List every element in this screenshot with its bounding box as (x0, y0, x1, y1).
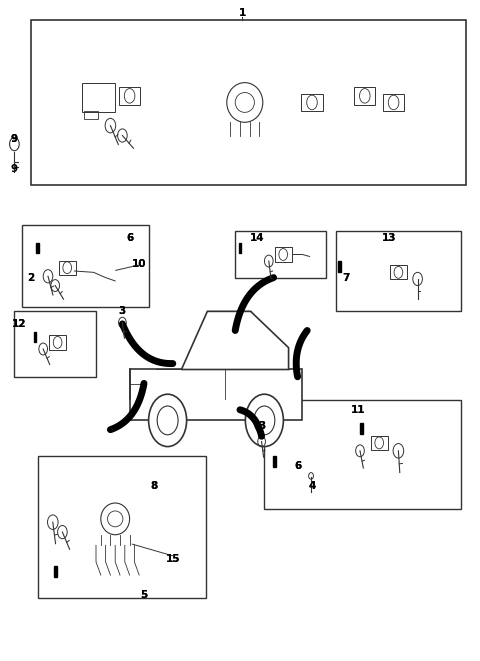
Text: 4: 4 (308, 481, 316, 491)
Circle shape (149, 394, 187, 447)
Text: 1: 1 (239, 8, 246, 19)
Text: 12: 12 (12, 319, 26, 329)
Text: 2: 2 (27, 272, 35, 283)
Text: 6: 6 (126, 233, 133, 243)
Bar (338, 261, 341, 272)
Text: 5: 5 (140, 590, 148, 600)
Text: 7: 7 (342, 272, 349, 283)
Text: 12: 12 (12, 319, 26, 329)
Bar (383, 94, 404, 111)
Bar (31, 20, 466, 185)
Text: 3: 3 (119, 305, 126, 316)
Text: 3: 3 (258, 421, 265, 432)
Circle shape (245, 394, 283, 447)
Polygon shape (130, 369, 302, 420)
Text: 6: 6 (294, 461, 301, 471)
Text: 10: 10 (132, 259, 146, 270)
Text: 3: 3 (119, 305, 126, 316)
Text: 6: 6 (294, 461, 301, 471)
Bar (354, 87, 375, 104)
Bar (82, 83, 115, 112)
Bar (390, 265, 407, 280)
Text: 7: 7 (342, 272, 349, 283)
Text: 14: 14 (250, 233, 264, 243)
Text: 5: 5 (140, 590, 148, 600)
Text: 2: 2 (27, 272, 35, 283)
Bar (84, 111, 98, 119)
Bar (34, 332, 36, 342)
Bar (38, 456, 206, 598)
Text: 9: 9 (11, 163, 18, 174)
Text: 15: 15 (166, 553, 180, 564)
Bar (14, 311, 96, 377)
Bar (273, 456, 276, 467)
Polygon shape (181, 311, 288, 369)
Text: 4: 4 (308, 481, 316, 491)
Bar (239, 243, 241, 253)
Text: 8: 8 (150, 481, 157, 491)
Text: 3: 3 (258, 421, 265, 432)
Bar (36, 243, 39, 253)
Text: 6: 6 (126, 233, 133, 243)
Bar (275, 247, 292, 262)
Text: 9: 9 (11, 134, 18, 144)
Text: 11: 11 (350, 405, 365, 415)
Text: 11: 11 (350, 405, 365, 415)
Text: 14: 14 (250, 233, 264, 243)
Text: 13: 13 (382, 233, 396, 243)
Text: 1: 1 (239, 8, 246, 19)
Text: 8: 8 (150, 481, 157, 491)
Bar (235, 231, 326, 278)
Bar (264, 400, 461, 509)
Bar (59, 260, 76, 275)
Bar (49, 335, 66, 350)
Bar (301, 94, 323, 111)
Text: 13: 13 (382, 233, 396, 243)
Bar (360, 423, 363, 434)
Text: 9: 9 (11, 134, 18, 144)
Text: 15: 15 (166, 553, 180, 564)
Bar (54, 566, 57, 577)
Text: 10: 10 (132, 259, 146, 270)
Bar (336, 231, 461, 311)
Bar (371, 436, 388, 450)
Bar (22, 225, 149, 307)
Bar (119, 87, 140, 104)
